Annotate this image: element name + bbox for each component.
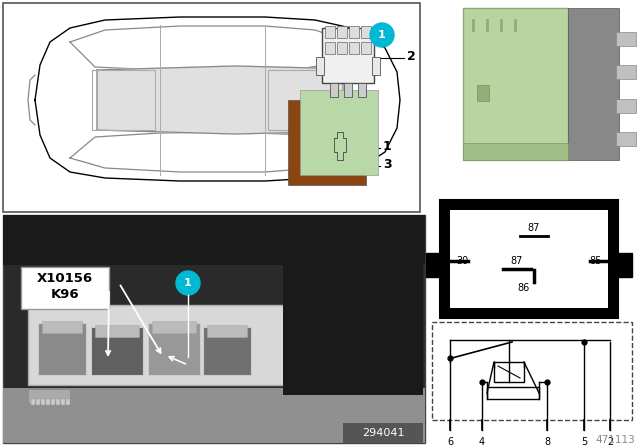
Bar [616,32,636,46]
Circle shape [176,271,200,295]
Bar [95,325,139,337]
Bar [440,200,618,318]
Bar [300,90,378,175]
Bar [616,253,632,277]
Text: 1: 1 [378,30,386,40]
Text: 5: 5 [581,437,587,447]
Bar [616,132,636,146]
Bar [283,215,423,395]
Text: 6: 6 [447,437,453,447]
Bar [316,57,324,75]
Bar [432,322,632,420]
Text: 471113: 471113 [595,435,635,445]
Bar [31,399,35,405]
Bar [343,423,423,443]
Bar [152,321,196,333]
Bar [91,327,143,375]
Bar [616,99,636,112]
Text: 85: 85 [590,256,602,266]
Bar [426,253,442,277]
Text: 87: 87 [528,223,540,233]
Bar [344,83,352,97]
Bar [203,327,251,375]
Bar [46,399,50,405]
Bar [325,26,335,38]
Text: 2: 2 [607,437,613,447]
Bar [3,215,425,443]
Bar [207,325,247,337]
Bar [477,85,488,100]
Bar [568,8,620,159]
Text: 1: 1 [184,278,192,288]
Bar [450,210,608,308]
Text: 3: 3 [383,158,392,171]
Bar [41,399,45,405]
Bar [3,215,425,265]
Bar [337,42,347,54]
Text: 8: 8 [544,437,550,447]
Bar [42,321,82,333]
Text: 86: 86 [518,283,530,293]
Bar [36,399,40,405]
Bar [349,26,359,38]
Text: 30: 30 [456,256,468,266]
Text: K96: K96 [51,289,79,302]
Bar [330,83,338,97]
Bar [38,323,86,375]
Bar [28,389,70,403]
Bar [337,26,347,38]
Bar [28,305,330,385]
Bar [361,26,371,38]
Bar [463,8,568,159]
Bar [56,399,60,405]
Bar [372,57,380,75]
Bar [463,143,568,159]
Bar [349,42,359,54]
Bar [61,399,65,405]
Text: 2: 2 [407,49,416,63]
Bar [494,362,524,382]
Bar [361,42,371,54]
Polygon shape [334,132,346,160]
Text: 294041: 294041 [362,428,404,438]
Bar [325,42,335,54]
Text: 1: 1 [383,139,392,152]
Bar [66,399,70,405]
Polygon shape [97,66,343,134]
Bar [3,3,420,212]
Bar [148,323,200,375]
Circle shape [370,23,394,47]
Bar [51,399,55,405]
Bar [3,388,425,443]
Text: 4: 4 [479,437,485,447]
Text: 87: 87 [511,256,523,266]
Bar [487,387,539,399]
Bar [616,65,636,79]
Bar [322,28,374,83]
Bar [21,267,109,309]
Text: X10156: X10156 [37,272,93,285]
Bar [358,83,366,97]
Bar [288,100,366,185]
